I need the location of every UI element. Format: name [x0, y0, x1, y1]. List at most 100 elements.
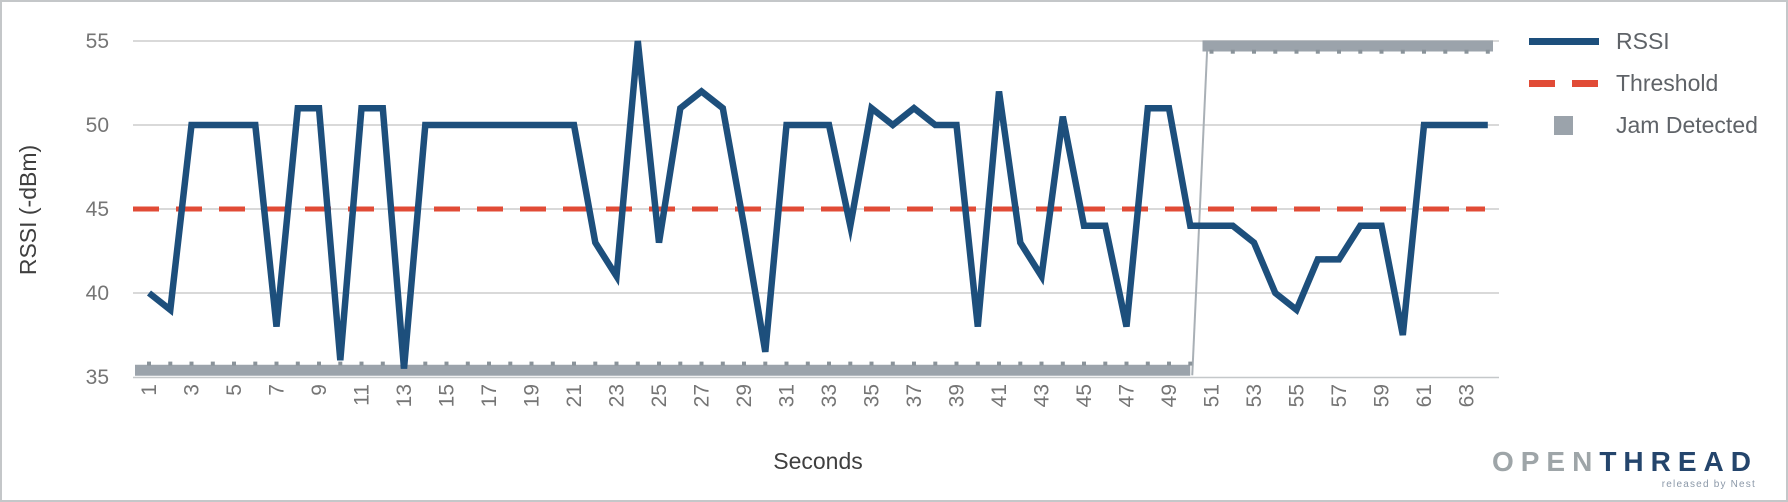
x-tick-label: 63: [1456, 384, 1479, 407]
jam-point-marker: [210, 361, 215, 366]
jam-point-marker: [1230, 49, 1235, 54]
rssi-swatch: [1529, 37, 1599, 45]
jam-point-marker: [338, 361, 343, 366]
jam-point-marker: [635, 361, 640, 366]
jam-point-marker: [295, 361, 300, 366]
jam-point-marker: [699, 361, 704, 366]
jam-point-marker: [678, 361, 683, 366]
jam-point-marker: [317, 361, 321, 366]
y-tick-label: 40: [86, 282, 109, 305]
jam-point-marker: [487, 361, 491, 366]
jam-point-marker: [232, 361, 236, 366]
jam-point-marker: [1464, 49, 1469, 54]
jam-point-marker: [1167, 361, 1171, 366]
y-tick-label: 50: [86, 114, 109, 137]
x-tick-label: 45: [1073, 384, 1096, 407]
logo-thread-text: THREAD: [1599, 446, 1758, 477]
logo-wordmark: OPENTHREAD: [1492, 446, 1758, 478]
y-tick-label: 45: [86, 198, 109, 221]
jam-point-marker: [954, 361, 959, 366]
x-tick-label: 41: [988, 384, 1011, 407]
jam-point-marker: [465, 361, 470, 366]
threshold-dash-swatch-icon: [1529, 73, 1599, 93]
x-tick-label: 21: [563, 384, 586, 407]
jam-point-marker: [869, 361, 874, 366]
jam-point-marker: [274, 361, 279, 366]
x-tick-label: 7: [266, 384, 289, 396]
threshold-swatch: [1529, 79, 1599, 87]
jam-point-marker: [1337, 49, 1341, 54]
x-tick-label: 61: [1413, 384, 1436, 407]
y-tick-label: 55: [86, 30, 109, 53]
x-tick-label: 33: [818, 384, 841, 407]
x-tick-label: 9: [308, 384, 331, 396]
jam-point-marker: [805, 361, 810, 366]
x-tick-label: 1: [138, 384, 161, 396]
jam-point-marker: [1145, 361, 1150, 366]
jam-point-marker: [253, 361, 258, 366]
x-tick-label: 3: [181, 384, 204, 396]
jam-point-marker: [508, 361, 513, 366]
jam-point-marker: [147, 361, 151, 366]
jam-point-marker: [975, 361, 980, 366]
jam-point-marker: [380, 361, 385, 366]
jam-point-marker: [1124, 361, 1129, 366]
x-tick-label: 53: [1243, 384, 1266, 407]
jam-square-swatch-icon: [1529, 115, 1599, 135]
openthread-logo: OPENTHREAD released by Nest: [1492, 446, 1758, 490]
jam-point-marker: [848, 361, 853, 366]
legend-label-threshold: Threshold: [1616, 70, 1719, 96]
legend: RSSI Threshold Jam Detected: [1529, 20, 1779, 146]
x-axis-title: Seconds: [773, 448, 863, 474]
jam-point-marker: [1315, 49, 1320, 54]
x-tick-label: 49: [1158, 384, 1181, 407]
x-tick-label: 23: [606, 384, 629, 407]
jam-point-marker: [827, 361, 831, 366]
jam-step-connector: [1191, 41, 1209, 376]
jam-point-marker: [529, 361, 534, 366]
rssi-line-swatch-icon: [1529, 31, 1599, 51]
legend-item-threshold: Threshold: [1529, 62, 1779, 104]
jam-point-marker: [763, 361, 768, 366]
x-tick-label: 55: [1286, 384, 1309, 407]
jam-point-marker: [1252, 49, 1256, 54]
jam-point-marker: [1422, 49, 1426, 54]
jam-point-marker: [1273, 49, 1278, 54]
jam-point-marker: [912, 361, 916, 366]
y-tick-label: 35: [86, 366, 109, 389]
jam-point-marker: [933, 361, 938, 366]
x-tick-label: 31: [776, 384, 799, 407]
jam-point-marker: [423, 361, 428, 366]
jam-point-marker: [444, 361, 449, 366]
jam-point-marker: [1082, 361, 1086, 366]
logo-tagline: released by Nest: [1661, 479, 1756, 490]
x-tick-label: 13: [393, 384, 416, 407]
jam-point-marker: [720, 361, 725, 366]
jam-point-marker: [890, 361, 895, 366]
x-tick-label: 43: [1031, 384, 1054, 407]
x-tick-label: 25: [648, 384, 671, 407]
x-tick-label: 5: [223, 384, 246, 396]
x-tick-label: 47: [1116, 384, 1139, 407]
jam-swatch: [1554, 115, 1573, 135]
legend-label-rssi: RSSI: [1616, 28, 1670, 54]
logo-open-text: OPEN: [1491, 446, 1600, 477]
jam-point-marker: [572, 361, 576, 366]
jam-point-marker: [1209, 49, 1214, 54]
jam-point-marker: [614, 361, 619, 366]
jam-point-marker: [1443, 49, 1448, 54]
jam-point-marker: [593, 361, 598, 366]
jam-point-marker: [742, 361, 746, 366]
x-tick-label: 57: [1328, 384, 1351, 407]
jam-point-marker: [359, 361, 364, 366]
jam-point-marker: [550, 361, 555, 366]
jam-point-marker: [657, 361, 661, 366]
jam-point-marker: [1018, 361, 1023, 366]
y-axis-title: RSSI (-dBm): [15, 145, 41, 275]
x-tick-label: 51: [1201, 384, 1224, 407]
jam-point-marker: [1485, 49, 1490, 54]
rssi-series-line: [146, 40, 1488, 369]
